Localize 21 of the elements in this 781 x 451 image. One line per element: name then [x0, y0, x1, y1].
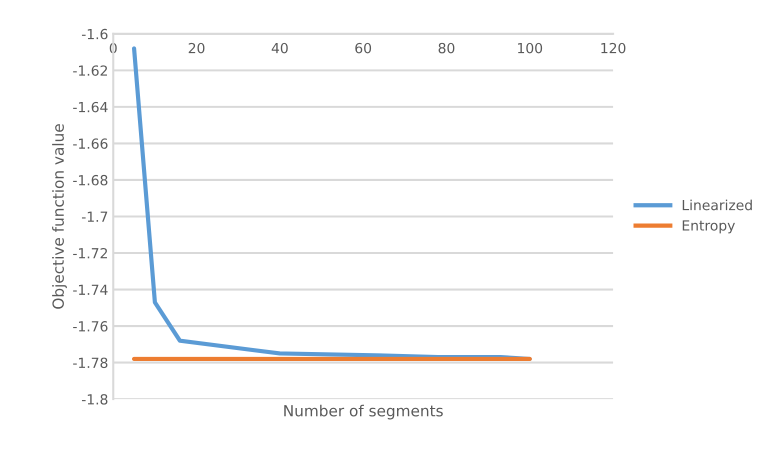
- x-tick-label: 60: [355, 42, 372, 54]
- y-tick-label: -1.6: [82, 28, 108, 40]
- y-axis-title: Objective function value: [52, 124, 67, 309]
- x-tick-label: 40: [272, 42, 288, 54]
- y-tick-label: -1.66: [73, 138, 108, 149]
- y-tick-label: -1.8: [82, 394, 108, 405]
- x-tick-label: 20: [188, 42, 204, 54]
- x-tick-label: 100: [518, 42, 542, 54]
- x-tick-label: 120: [601, 42, 626, 54]
- x-tick-label: 80: [438, 42, 454, 54]
- y-tick-label: -1.7: [82, 212, 108, 222]
- y-tick-label: -1.76: [73, 321, 108, 332]
- legend-label: Linearized: [682, 200, 752, 210]
- legend-label: Entropy: [682, 220, 735, 234]
- y-tick-label: -1.62: [73, 65, 107, 76]
- y-tick-label: -1.74: [73, 284, 108, 295]
- x-axis-title: Number of segments: [284, 404, 443, 420]
- y-tick-label: -1.64: [73, 102, 108, 112]
- y-tick-label: -1.72: [73, 248, 107, 258]
- y-tick-label: -1.68: [73, 174, 108, 186]
- y-tick-label: -1.78: [73, 358, 108, 368]
